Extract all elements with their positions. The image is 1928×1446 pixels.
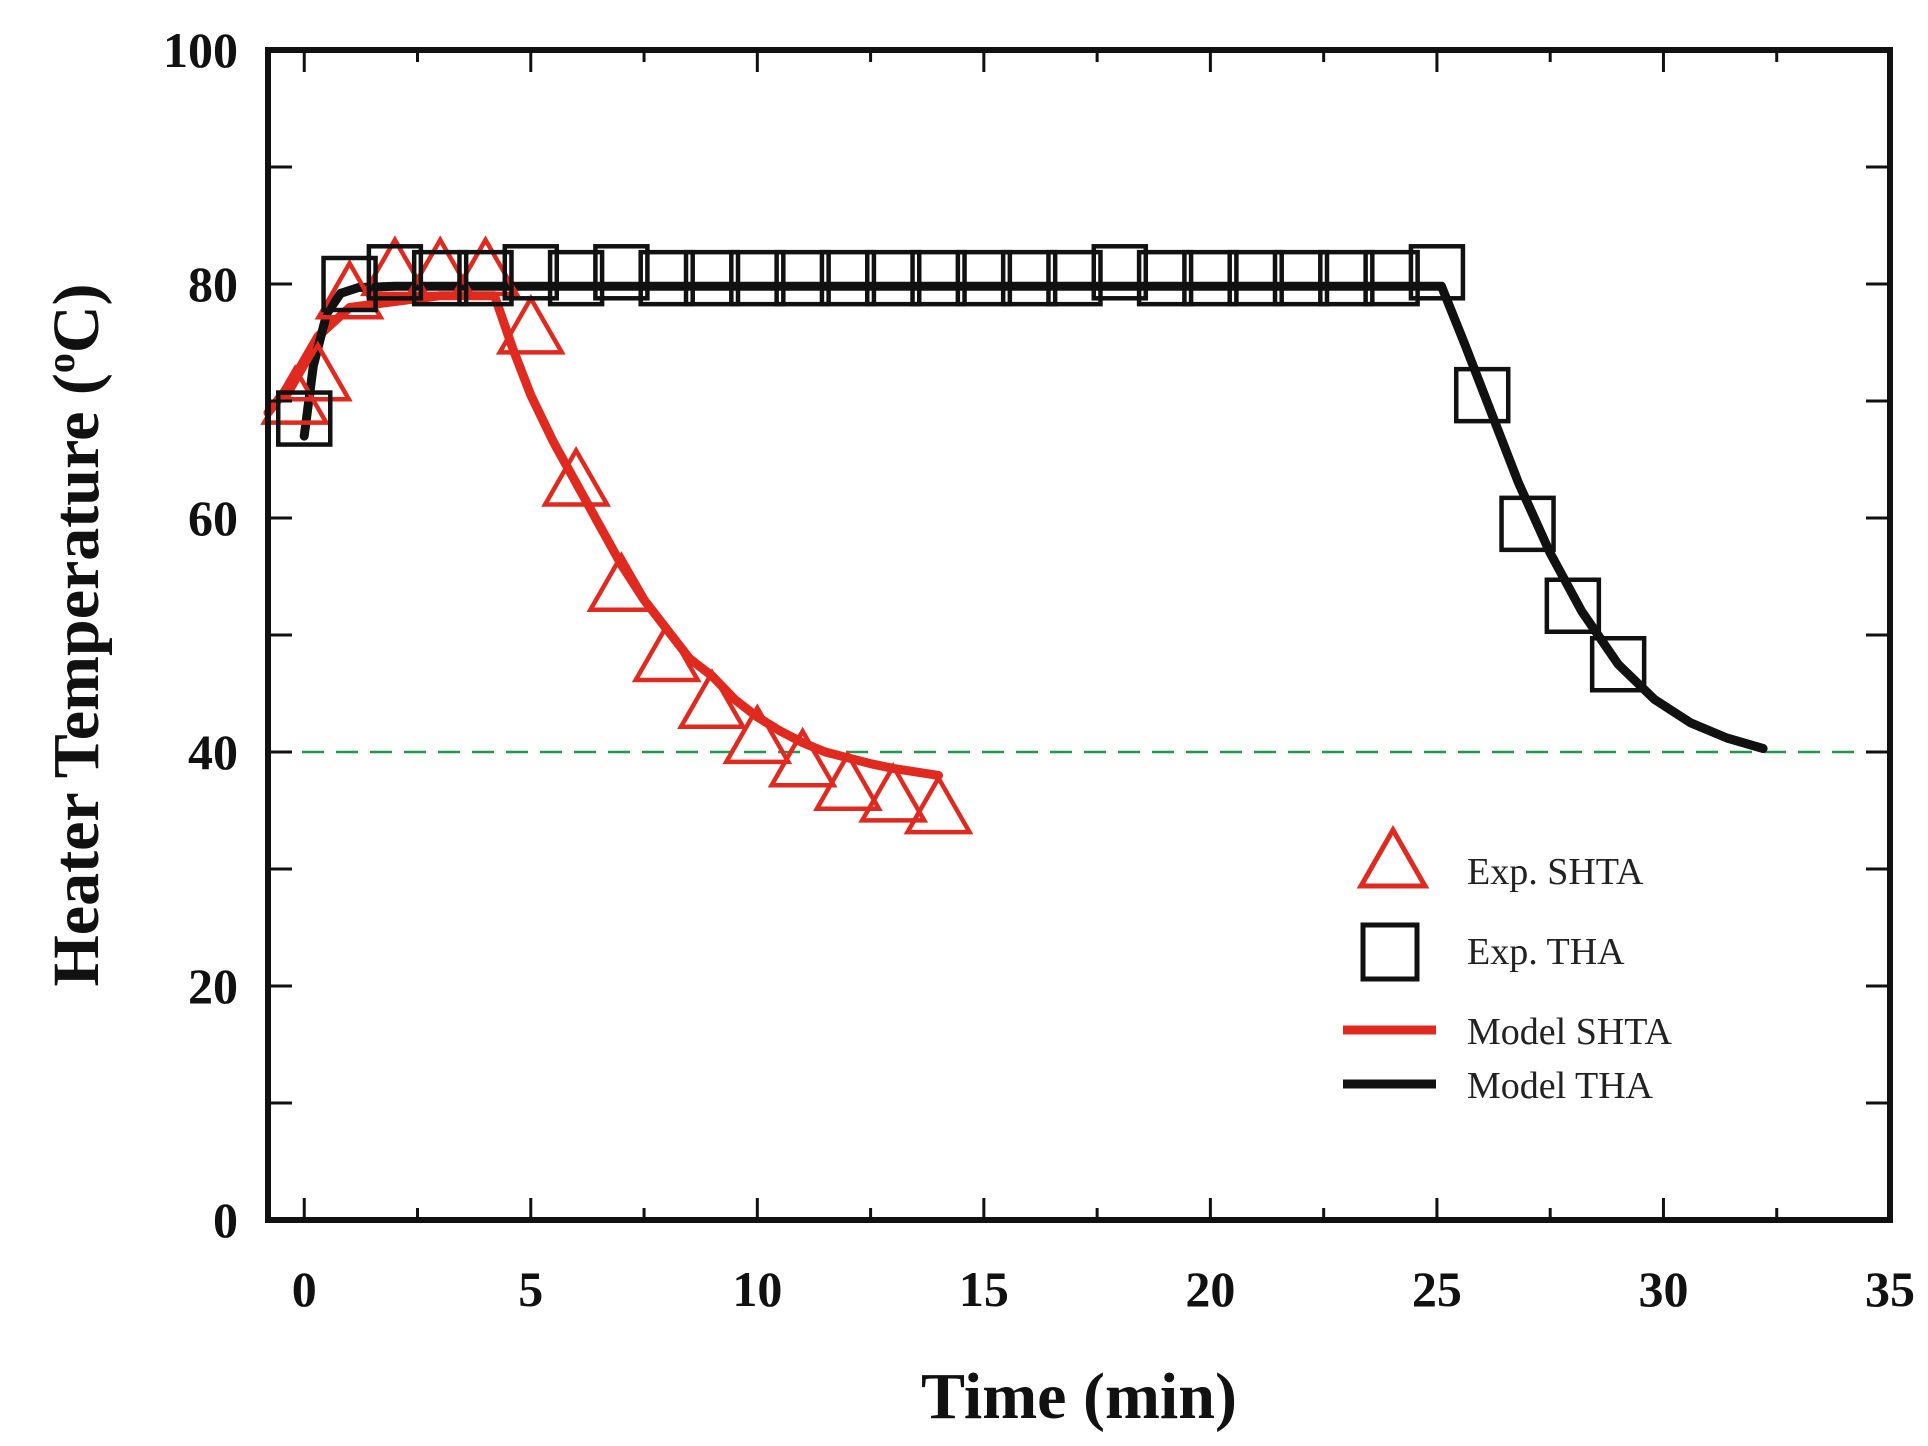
marker-exp-shta xyxy=(495,293,566,355)
legend-label-model-shta: Model SHTA xyxy=(1467,1011,1672,1053)
marker-exp-tha xyxy=(683,249,741,307)
marker-exp-tha xyxy=(910,249,967,307)
ticks-layer xyxy=(268,48,1892,1222)
y-tick-label: 40 xyxy=(188,724,238,780)
x-tick-labels: 0 5 10 15 20 25 30 35 xyxy=(292,1261,1915,1317)
x-axis-title: Time (min) xyxy=(921,1360,1237,1433)
marker-exp-tha xyxy=(457,249,514,307)
marker-exp-tha xyxy=(502,244,560,301)
marker-exp-tha xyxy=(321,255,378,313)
marker-exp-tha xyxy=(1182,249,1239,307)
marker-exp-tha xyxy=(1136,249,1194,307)
y-axis-title-main: Heater Temperature ( xyxy=(40,373,113,986)
marker-exp-shta xyxy=(858,761,929,823)
markers-layer xyxy=(260,235,1647,835)
y-axis-title-unit: C) xyxy=(40,283,113,353)
x-tick-label: 15 xyxy=(959,1261,1009,1317)
y-tick-label: 60 xyxy=(188,490,238,546)
marker-exp-shta xyxy=(405,235,476,297)
marker-exp-tha xyxy=(955,249,1013,307)
marker-exp-tha xyxy=(864,249,922,307)
marker-exp-shta xyxy=(586,551,657,613)
y-tick-label: 100 xyxy=(163,22,238,78)
y-tick-label: 0 xyxy=(213,1192,238,1248)
marker-exp-shta xyxy=(722,703,793,765)
x-tick-label: 30 xyxy=(1638,1261,1688,1317)
marker-exp-tha xyxy=(1046,249,1103,307)
legend-square-marker xyxy=(1360,922,1420,982)
marker-exp-shta xyxy=(631,621,702,683)
marker-exp-tha xyxy=(593,244,650,301)
marker-exp-shta xyxy=(360,235,430,297)
marker-exp-tha xyxy=(1091,244,1149,301)
marker-exp-tha xyxy=(366,244,424,301)
marker-exp-tha xyxy=(1318,249,1375,307)
x-tick-label: 5 xyxy=(518,1261,543,1317)
marker-exp-tha xyxy=(638,249,695,307)
marker-exp-shta xyxy=(677,668,747,730)
x-tick-label: 0 xyxy=(292,1261,317,1317)
marker-exp-tha xyxy=(1272,249,1330,307)
marker-exp-tha xyxy=(1000,249,1058,307)
marker-exp-tha xyxy=(774,249,831,307)
legend: Exp. SHTA Exp. THA Model SHTA Model THA xyxy=(1343,824,1672,1107)
marker-exp-shta xyxy=(767,726,838,788)
marker-exp-tha xyxy=(1453,366,1511,424)
x-tick-label: 35 xyxy=(1865,1261,1915,1317)
marker-exp-tha xyxy=(819,249,877,307)
x-tick-label: 10 xyxy=(732,1261,782,1317)
marker-exp-tha xyxy=(1408,244,1466,301)
marker-exp-shta xyxy=(450,235,521,297)
marker-exp-tha xyxy=(411,249,469,307)
marker-exp-tha xyxy=(729,249,786,307)
legend-triangle-marker xyxy=(1356,824,1430,889)
legend-label-exp-shta: Exp. SHTA xyxy=(1467,851,1644,893)
legend-label-exp-tha: Exp. THA xyxy=(1467,931,1625,973)
y-axis-title-superscript: o xyxy=(38,353,83,373)
y-tick-label: 20 xyxy=(188,958,238,1014)
y-tick-labels: 0 20 40 60 80 100 xyxy=(163,22,238,1248)
marker-exp-tha xyxy=(1227,249,1284,307)
marker-exp-shta xyxy=(541,445,611,507)
marker-exp-tha xyxy=(275,390,333,447)
y-tick-label: 80 xyxy=(188,256,238,312)
marker-exp-tha xyxy=(1589,636,1647,693)
x-tick-label: 25 xyxy=(1412,1261,1462,1317)
legend-label-model-tha: Model THA xyxy=(1467,1065,1654,1107)
marker-exp-tha xyxy=(1363,249,1420,307)
x-tick-label: 20 xyxy=(1185,1261,1235,1317)
marker-exp-shta xyxy=(282,340,353,402)
y-axis-title: Heater Temperature (oC) xyxy=(38,283,113,986)
marker-exp-tha xyxy=(547,249,605,307)
marker-exp-shta xyxy=(903,773,974,835)
marker-exp-tha xyxy=(1499,495,1556,553)
marker-exp-shta xyxy=(813,750,883,811)
marker-exp-tha xyxy=(1544,577,1602,634)
